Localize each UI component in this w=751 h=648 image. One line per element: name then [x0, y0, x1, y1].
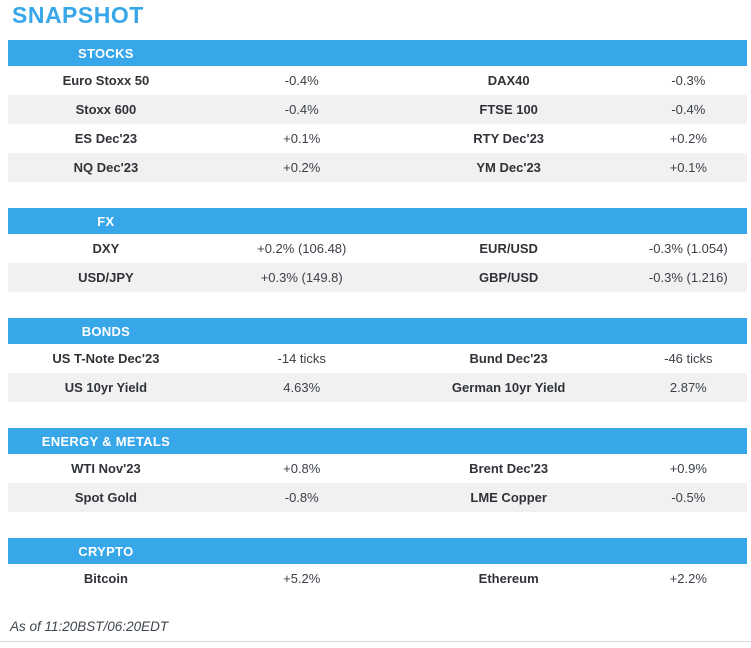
instrument-value: +2.2% — [669, 571, 707, 586]
bottom-divider — [0, 641, 751, 642]
instrument-label: WTI Nov'23 — [71, 461, 141, 476]
instrument-value: +0.8% — [283, 461, 321, 476]
instrument-value: +0.2% (106.48) — [257, 241, 347, 256]
timestamp-note: As of 11:20BST/06:20EDT — [10, 619, 169, 634]
instrument-label: ES Dec'23 — [74, 131, 138, 146]
table-row: DXY +0.2% (106.48) EUR/USD -0.3% (1.054) — [8, 234, 747, 263]
instrument-value: -0.4% — [284, 73, 319, 88]
instrument-label: Euro Stoxx 50 — [62, 73, 150, 88]
instrument-value: -0.3% — [671, 73, 706, 88]
section-header-bonds: BONDS — [8, 318, 747, 344]
instrument-value: -0.4% — [284, 102, 319, 117]
section-header-crypto: CRYPTO — [8, 538, 747, 564]
table-row: Euro Stoxx 50 -0.4% DAX40 -0.3% — [8, 66, 747, 95]
instrument-value: +0.1% — [283, 131, 321, 146]
instrument-label: GBP/USD — [479, 270, 539, 285]
instrument-label: Stoxx 600 — [75, 102, 137, 117]
instrument-value: +0.9% — [669, 461, 707, 476]
section-energy-metals: ENERGY & METALS WTI Nov'23 +0.8% Brent D… — [8, 428, 747, 512]
instrument-value: -46 ticks — [664, 351, 713, 366]
instrument-label: Bitcoin — [83, 571, 128, 586]
instrument-value: -0.8% — [284, 490, 319, 505]
table-row: ES Dec'23 +0.1% RTY Dec'23 +0.2% — [8, 124, 747, 153]
table-row: US T-Note Dec'23 -14 ticks Bund Dec'23 -… — [8, 344, 747, 373]
section-bonds: BONDS US T-Note Dec'23 -14 ticks Bund De… — [8, 318, 747, 402]
section-fx: FX DXY +0.2% (106.48) EUR/USD -0.3% (1.0… — [8, 208, 747, 292]
instrument-label: RTY Dec'23 — [473, 131, 545, 146]
instrument-label: German 10yr Yield — [451, 380, 566, 395]
instrument-value: 4.63% — [283, 380, 321, 395]
instrument-value: -0.4% — [671, 102, 706, 117]
table-row: USD/JPY +0.3% (149.8) GBP/USD -0.3% (1.2… — [8, 263, 747, 292]
instrument-value: 2.87% — [669, 380, 707, 395]
instrument-label: FTSE 100 — [479, 102, 538, 117]
section-header-label: ENERGY & METALS — [41, 433, 171, 449]
instrument-value: +0.1% — [669, 160, 707, 175]
section-header-label: CRYPTO — [78, 543, 134, 559]
instrument-value: -0.3% (1.216) — [648, 270, 728, 285]
table-row: Spot Gold -0.8% LME Copper -0.5% — [8, 483, 747, 512]
section-header-energy-metals: ENERGY & METALS — [8, 428, 747, 454]
instrument-label: DAX40 — [487, 73, 530, 88]
instrument-label: Spot Gold — [74, 490, 137, 505]
instrument-value: -0.3% (1.054) — [648, 241, 728, 256]
instrument-label: EUR/USD — [479, 241, 538, 256]
instrument-label: US T-Note Dec'23 — [52, 351, 160, 366]
instrument-label: YM Dec'23 — [476, 160, 541, 175]
table-row: Stoxx 600 -0.4% FTSE 100 -0.4% — [8, 95, 747, 124]
instrument-label: USD/JPY — [78, 270, 134, 285]
table-row: NQ Dec'23 +0.2% YM Dec'23 +0.1% — [8, 153, 747, 182]
instrument-label: NQ Dec'23 — [73, 160, 139, 175]
instrument-label: LME Copper — [470, 490, 547, 505]
section-header-label: FX — [97, 213, 115, 229]
section-header-label: BONDS — [81, 323, 131, 339]
section-crypto: CRYPTO Bitcoin +5.2% Ethereum +2.2% — [8, 538, 747, 593]
instrument-label: US 10yr Yield — [64, 380, 148, 395]
section-stocks: STOCKS Euro Stoxx 50 -0.4% DAX40 -0.3% S… — [8, 40, 747, 182]
instrument-value: +0.3% (149.8) — [260, 270, 343, 285]
section-header-fx: FX — [8, 208, 747, 234]
instrument-value: -0.5% — [671, 490, 706, 505]
instrument-label: Bund Dec'23 — [469, 351, 548, 366]
instrument-label: Brent Dec'23 — [469, 461, 549, 476]
section-header-stocks: STOCKS — [8, 40, 747, 66]
instrument-value: -14 ticks — [277, 351, 326, 366]
table-row: WTI Nov'23 +0.8% Brent Dec'23 +0.9% — [8, 454, 747, 483]
section-header-label: STOCKS — [78, 45, 134, 61]
table-row: US 10yr Yield 4.63% German 10yr Yield 2.… — [8, 373, 747, 402]
instrument-value: +5.2% — [283, 571, 321, 586]
instrument-label: Ethereum — [478, 571, 539, 586]
instrument-label: DXY — [92, 241, 120, 256]
instrument-value: +0.2% — [283, 160, 321, 175]
instrument-value: +0.2% — [669, 131, 707, 146]
table-row: Bitcoin +5.2% Ethereum +2.2% — [8, 564, 747, 593]
page-title: SNAPSHOT — [12, 2, 144, 28]
